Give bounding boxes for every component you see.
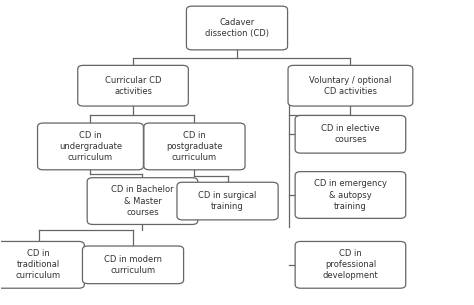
FancyBboxPatch shape (82, 246, 183, 284)
Text: CD in surgical
training: CD in surgical training (198, 191, 257, 211)
Text: CD in Bachelor
& Master
courses: CD in Bachelor & Master courses (111, 185, 174, 217)
Text: CD in
traditional
curriculum: CD in traditional curriculum (16, 249, 61, 280)
FancyBboxPatch shape (144, 123, 245, 170)
FancyBboxPatch shape (177, 182, 278, 220)
Text: CD in
undergraduate
curriculum: CD in undergraduate curriculum (59, 131, 122, 162)
FancyBboxPatch shape (37, 123, 144, 170)
FancyBboxPatch shape (78, 65, 188, 106)
Text: CD in
postgraduate
curriculum: CD in postgraduate curriculum (166, 131, 223, 162)
FancyBboxPatch shape (295, 242, 406, 288)
Text: Voluntary / optional
CD activities: Voluntary / optional CD activities (309, 76, 392, 96)
Text: CD in emergency
& autopsy
training: CD in emergency & autopsy training (314, 179, 387, 211)
Text: CD in
professional
development: CD in professional development (322, 249, 378, 280)
FancyBboxPatch shape (186, 6, 288, 50)
FancyBboxPatch shape (87, 178, 198, 224)
Text: Cadaver
dissection (CD): Cadaver dissection (CD) (205, 18, 269, 38)
FancyBboxPatch shape (0, 242, 84, 288)
Text: Curricular CD
activities: Curricular CD activities (105, 76, 161, 96)
FancyBboxPatch shape (288, 65, 413, 106)
Text: CD in modern
curriculum: CD in modern curriculum (104, 255, 162, 275)
FancyBboxPatch shape (295, 172, 406, 218)
Text: CD in elective
courses: CD in elective courses (321, 124, 380, 144)
FancyBboxPatch shape (295, 116, 406, 153)
